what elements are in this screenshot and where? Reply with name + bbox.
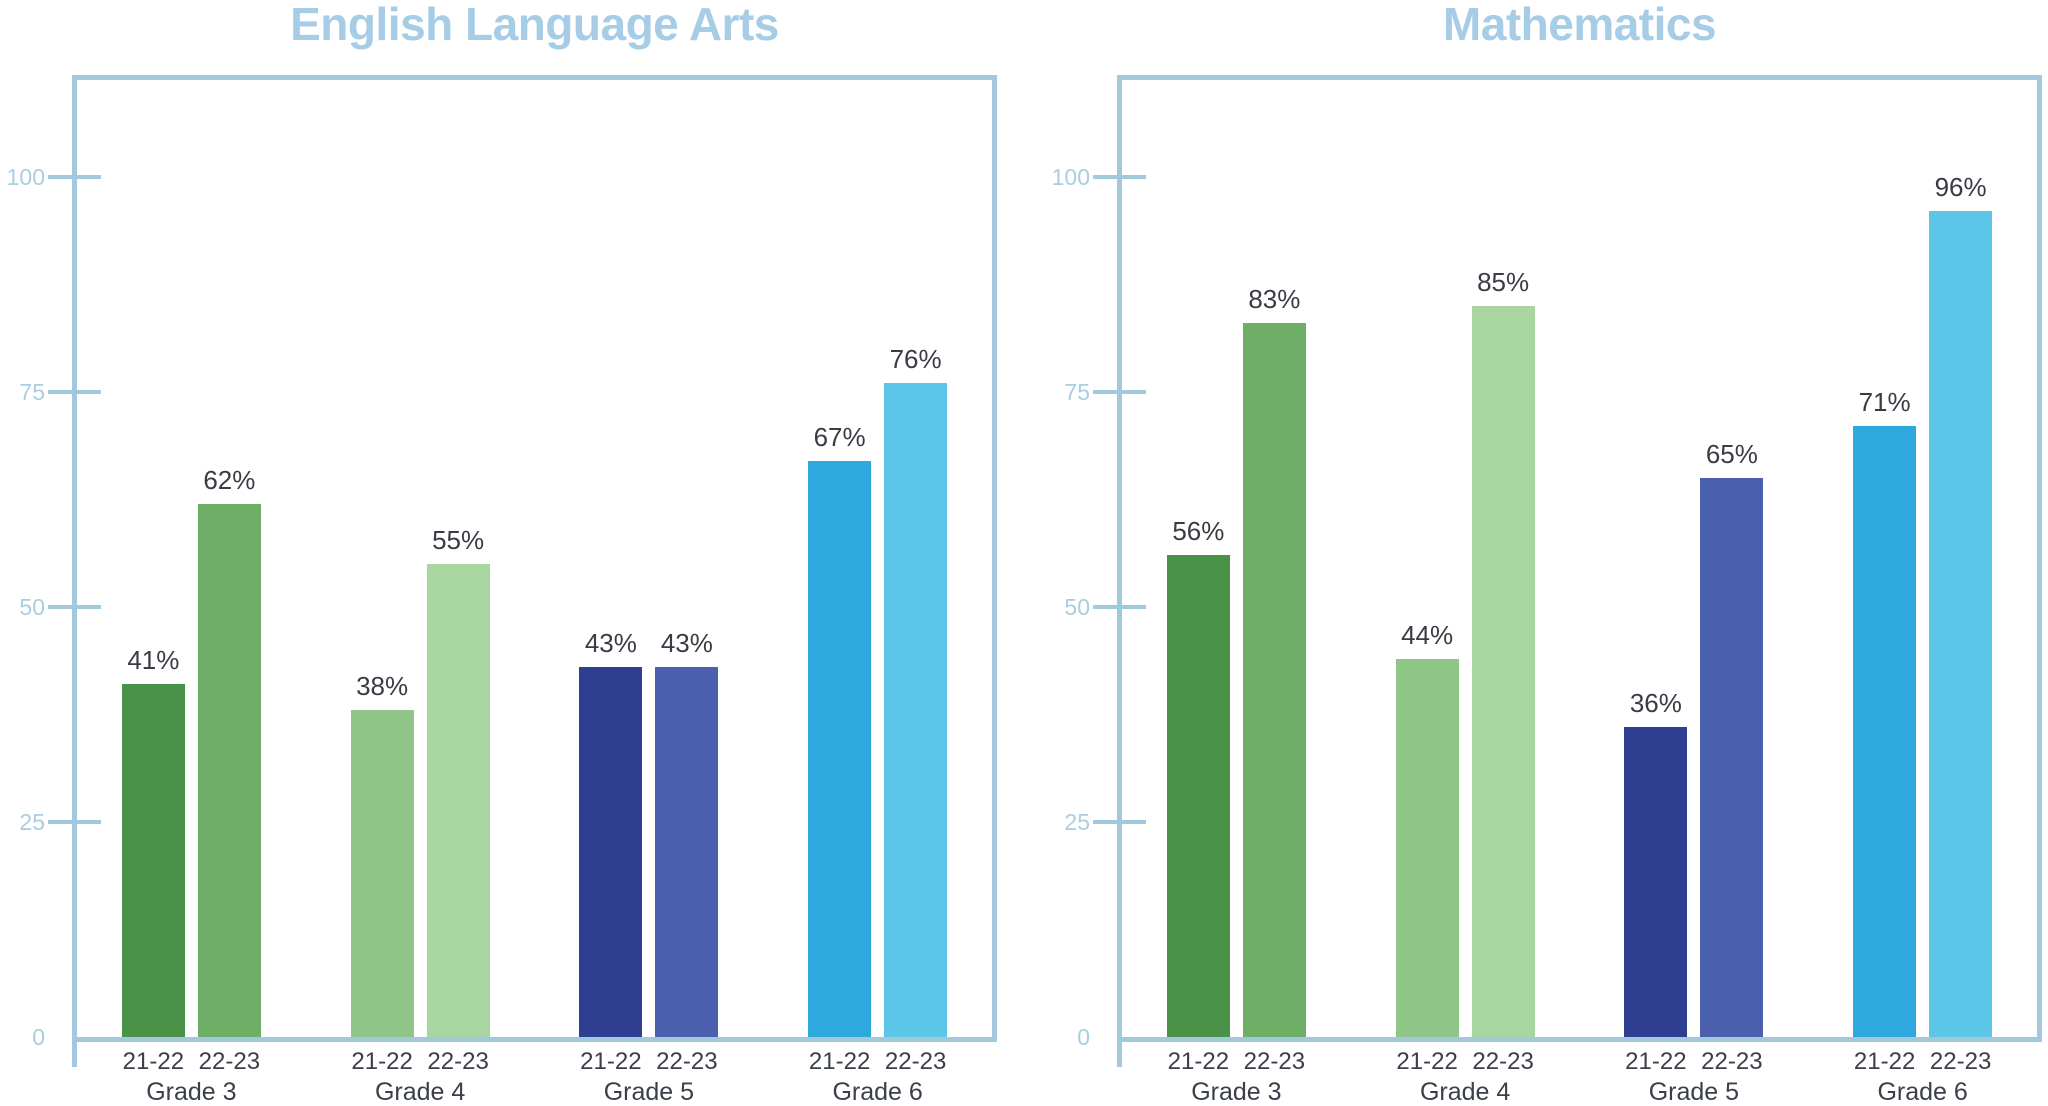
bar-groups: 56% 21-22 83% 22-23 Grade 3 44% 21-22 85% 22-23 G… [1122,80,2037,1106]
bar-21-22: 44% 21-22 [1395,620,1459,1075]
bar-group-grade-6: 67% 21-22 76% 22-23 Grade 6 [808,80,948,1106]
y-axis-tick [1093,605,1146,609]
y-axis-tick-label: 25 [1064,809,1090,835]
x-axis-grade-label: Grade 4 [374,1078,466,1106]
bar-22-23: 83% 22-23 [1242,284,1306,1075]
bar-21-22: 71% 21-22 [1853,387,1917,1075]
bar-value-label: 83% [1248,284,1301,315]
bar-value-label: 43% [584,628,637,659]
y-axis-line-overshoot [1117,1037,1122,1067]
bar-value-label: 41% [127,645,180,676]
y-axis-tick-label: 100 [1051,164,1090,190]
y-axis-tick [1093,820,1146,824]
plot-area: 0 25 50 75 100 56% 21-22 83% 22-23 Grade 3 44% 21-2… [1052,75,2042,1106]
bar-21-22: 36% 21-22 [1624,688,1688,1075]
bar-21-22: 67% 21-22 [808,422,872,1075]
bar-value-label: 38% [356,671,409,702]
bar-21-22: 38% 21-22 [350,671,414,1075]
bar-group-grade-5: 43% 21-22 43% 22-23 Grade 5 [579,80,719,1106]
chart-title: Mathematics [1442,0,1717,50]
bar-22-23: 76% 22-23 [884,344,948,1075]
plot-area: 0 25 50 75 100 41% 21-22 62% 22-23 Grade 3 38% 21-2… [7,75,997,1106]
bar-group-grade-3: 56% 21-22 83% 22-23 Grade 3 [1166,80,1306,1106]
bar-value-label: 56% [1172,516,1225,547]
bar-group-grade-6: 71% 21-22 96% 22-23 Grade 6 [1853,80,1993,1106]
chart-panel-1: English Language Arts 0 25 50 75 100 41% 21-22 6… [7,0,997,1106]
chart-title: English Language Arts [290,0,779,50]
y-axis-tick-label: 50 [19,594,45,620]
y-axis-tick [48,605,101,609]
bar-22-23: 96% 22-23 [1929,172,1993,1075]
bar-22-23: 43% 22-23 [655,628,719,1075]
bar-value-label: 71% [1858,387,1911,418]
x-axis-year-label: 22-23 [1701,1048,1763,1075]
x-axis-year-label: 21-22 [1396,1048,1458,1075]
x-axis-year-label: 22-23 [884,1048,947,1075]
x-axis-year-label: 22-23 [1472,1048,1534,1075]
y-axis-tick-label: 50 [1064,594,1090,620]
bar-group-grade-4: 38% 21-22 55% 22-23 Grade 4 [350,80,490,1106]
bar-21-22: 43% 21-22 [579,628,643,1075]
y-axis-tick-label: 75 [19,379,45,405]
x-axis-year-label: 22-23 [198,1048,261,1075]
bar-value-label: 43% [660,628,713,659]
y-axis-tick [1093,175,1146,179]
x-axis-year-label: 22-23 [1929,1048,1992,1075]
y-axis-tick-label: 75 [1064,379,1090,405]
bar-group-grade-3: 41% 21-22 62% 22-23 Grade 3 [121,80,261,1106]
bar-21-22: 56% 21-22 [1166,516,1230,1075]
bar-22-23: 85% 22-23 [1471,267,1535,1075]
bar-22-23: 55% 22-23 [426,525,490,1075]
x-axis-year-label: 21-22 [808,1048,871,1075]
x-axis-grade-label: Grade 4 [1419,1078,1511,1106]
y-axis-tick-label: 25 [19,809,45,835]
bar-22-23: 62% 22-23 [197,465,261,1075]
bar-value-label: 85% [1477,267,1530,297]
bar-groups: 41% 21-22 62% 22-23 Grade 3 38% 21-22 55% 22-23 G… [77,80,992,1106]
x-axis-year-label: 21-22 [351,1048,413,1075]
x-axis-grade-label: Grade 3 [1191,1078,1282,1106]
x-axis-year-label: 21-22 [1853,1048,1916,1075]
x-axis-grade-label: Grade 6 [832,1078,923,1106]
bar-value-label: 55% [432,525,485,555]
x-axis-year-label: 21-22 [1625,1048,1687,1075]
x-axis-year-label: 21-22 [580,1048,642,1075]
bar-22-23: 65% 22-23 [1700,439,1764,1075]
bar-group-grade-4: 44% 21-22 85% 22-23 Grade 4 [1395,80,1535,1106]
y-axis-tick-label: 0 [1077,1024,1090,1050]
y-axis-tick [48,390,101,394]
x-axis-year-label: 21-22 [122,1048,185,1075]
x-axis-year-label: 22-23 [427,1048,489,1075]
bar-value-label: 62% [203,464,256,495]
y-axis-tick [48,175,101,179]
bar-group-grade-5: 36% 21-22 65% 22-23 Grade 5 [1624,80,1764,1106]
x-axis-grade-label: Grade 6 [1877,1078,1968,1106]
bar-value-label: 76% [889,344,942,375]
bar-value-label: 65% [1705,439,1758,469]
bar-value-label: 36% [1629,688,1682,719]
bar-value-label: 44% [1401,619,1454,650]
y-axis-tick-label: 0 [32,1024,45,1050]
x-axis-year-label: 22-23 [656,1048,718,1075]
x-axis-grade-label: Grade 5 [603,1078,695,1106]
x-axis-grade-label: Grade 3 [146,1078,237,1106]
bar-value-label: 96% [1934,172,1987,203]
x-axis-year-label: 21-22 [1167,1048,1230,1075]
y-axis-tick [48,820,101,824]
chart-panel-2: Mathematics 0 25 50 75 100 56% 21-22 83% 22-23 Gra… [1052,0,2042,1106]
bar-21-22: 41% 21-22 [121,645,185,1075]
x-axis-year-label: 22-23 [1243,1048,1306,1075]
y-axis-tick-label: 100 [6,164,45,190]
bar-value-label: 67% [813,421,866,452]
y-axis-tick [1093,390,1146,394]
y-axis-line-overshoot [72,1037,77,1067]
x-axis-grade-label: Grade 5 [1648,1078,1740,1106]
